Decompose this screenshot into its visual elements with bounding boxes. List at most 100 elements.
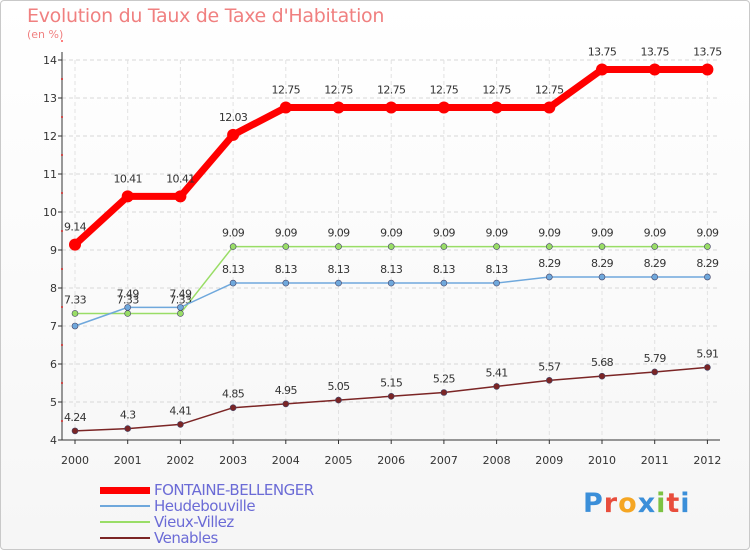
data-label: 12.75 (272, 84, 301, 97)
chart-title: Evolution du Taux de Taxe d'Habitation (27, 5, 385, 27)
data-label: 8.13 (380, 263, 403, 276)
data-label: 9.09 (644, 227, 667, 240)
data-label: 9.09 (433, 227, 456, 240)
data-label: 7.49 (169, 287, 192, 300)
data-label: 7.33 (169, 293, 192, 306)
data-label: 8.29 (538, 257, 561, 270)
data-point (545, 273, 553, 281)
y-tick-label: 4 (50, 434, 57, 447)
data-label: 5.79 (644, 352, 667, 365)
data-point (704, 243, 711, 250)
y-tick-label: 14 (43, 54, 57, 67)
legend-item-heudebouville: Heudebouville (100, 497, 314, 515)
legend-label: Vieux-Villez (154, 513, 234, 531)
data-point (174, 190, 187, 203)
x-tick-label: 2006 (377, 454, 405, 467)
x-tick-label: 2002 (166, 454, 194, 467)
data-label: 9.09 (327, 227, 350, 240)
legend-swatch (100, 505, 150, 507)
x-tick-label: 2004 (272, 454, 300, 467)
unit-label: (en %) (27, 28, 64, 41)
legend-swatch (100, 521, 150, 523)
data-point (598, 372, 606, 380)
x-tick-label: 2009 (535, 454, 563, 467)
data-label: 8.29 (696, 257, 719, 270)
data-label: 9.09 (486, 227, 509, 240)
data-label: 7.49 (117, 287, 140, 300)
data-point (229, 279, 237, 287)
data-label: 9.09 (222, 227, 245, 240)
data-label: 8.13 (486, 263, 509, 276)
data-point (177, 310, 184, 317)
data-label: 13.75 (640, 46, 669, 59)
data-point (648, 63, 661, 76)
data-point (282, 279, 290, 287)
data-point (651, 273, 659, 281)
logo-letter: P (583, 488, 604, 519)
data-point (177, 304, 184, 311)
data-label: 4.95 (275, 384, 298, 397)
data-label: 10.41 (113, 172, 142, 185)
y-tick-label: 7 (50, 320, 57, 333)
data-label: 12.75 (324, 84, 353, 97)
x-tick-label: 2005 (325, 454, 353, 467)
data-point (227, 128, 240, 141)
data-point (490, 101, 503, 114)
data-label: 4.85 (222, 388, 245, 401)
y-tick-label: 13 (43, 92, 57, 105)
data-point (387, 279, 395, 287)
y-tick-label: 10 (43, 206, 57, 219)
y-tick-label: 6 (50, 358, 57, 371)
legend-swatch (100, 537, 150, 539)
y-tick-label: 11 (43, 168, 57, 181)
data-point (704, 364, 711, 371)
data-label: 5.91 (696, 347, 718, 360)
x-tick-label: 2003 (219, 454, 247, 467)
data-point (387, 243, 395, 250)
data-point (543, 101, 556, 114)
data-point (701, 63, 714, 76)
x-tick-label: 2010 (588, 454, 616, 467)
logo-letter: t (666, 488, 681, 519)
data-point (229, 243, 237, 250)
x-tick-label: 2000 (61, 454, 89, 467)
logo-letter: r (603, 488, 619, 519)
x-tick-label: 2012 (693, 454, 721, 467)
data-point (598, 273, 606, 281)
data-point (651, 368, 659, 376)
data-point (440, 279, 448, 287)
data-label: 13.75 (693, 46, 722, 59)
data-point (124, 425, 131, 432)
legend-label: FONTAINE-BELLENGER (154, 481, 314, 499)
data-point (332, 101, 345, 114)
data-label: 12.75 (535, 84, 564, 97)
data-label: 8.29 (591, 257, 614, 270)
data-point (71, 427, 79, 435)
data-point (71, 322, 79, 330)
data-label: 5.68 (591, 356, 614, 369)
data-point (69, 238, 81, 251)
logo-letter: i (680, 488, 691, 519)
x-tick-label: 2008 (483, 454, 511, 467)
data-label: 8.13 (222, 263, 245, 276)
y-tick-label: 9 (50, 244, 57, 257)
data-point (440, 389, 448, 396)
data-label: 9.09 (591, 227, 614, 240)
data-label: 10.41 (166, 172, 195, 185)
data-point (335, 279, 342, 287)
data-point (282, 400, 290, 408)
data-point (440, 243, 448, 250)
data-label: 12.03 (219, 111, 248, 124)
data-point (282, 243, 290, 250)
data-label: 8.13 (433, 263, 456, 276)
y-tick-label: 8 (50, 282, 57, 295)
data-point (121, 190, 134, 203)
legend: FONTAINE-BELLENGER Heudebouville Vieux-V… (100, 481, 314, 547)
data-point (229, 404, 237, 412)
data-point (493, 279, 500, 287)
data-point (335, 396, 342, 404)
data-point (545, 377, 553, 384)
data-label: 9.09 (380, 227, 403, 240)
